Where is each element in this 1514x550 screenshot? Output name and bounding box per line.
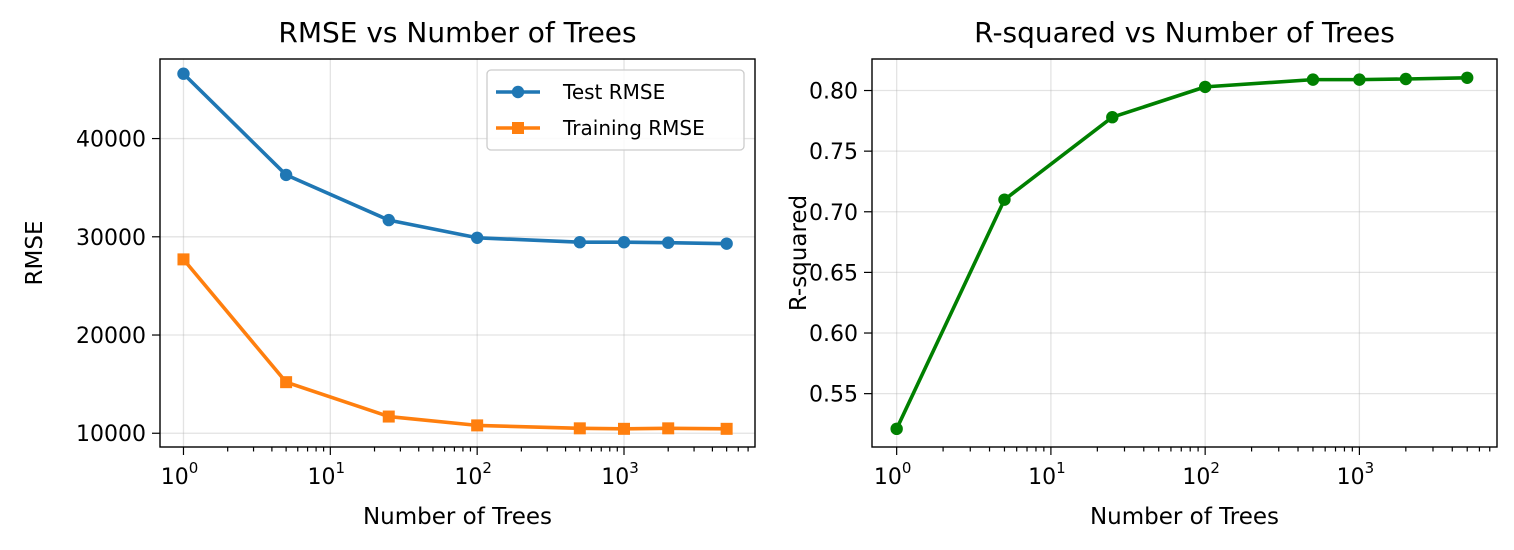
data-point-marker — [1461, 71, 1474, 84]
y-axis-label: RMSE — [22, 221, 48, 286]
x-tick-exponent: 0 — [189, 459, 199, 477]
series-line — [895, 75, 1468, 430]
data-point-marker — [720, 237, 733, 250]
data-point-marker — [280, 376, 293, 389]
y-tick-label: 30000 — [76, 226, 146, 251]
axes-frame — [159, 58, 756, 448]
x-tick-base: 10 — [601, 465, 629, 490]
y-tick-label: 0.80 — [809, 80, 858, 105]
legend: Test RMSE Training RMSE — [486, 69, 745, 151]
series-2 — [177, 253, 733, 435]
y-tick-label: 0.55 — [809, 383, 858, 408]
x-tick-exponent: 3 — [1365, 459, 1375, 477]
chart-panel-2: 100 101 102 1030.550.600.650.700.750.80R-sq… — [786, 16, 1498, 530]
data-point-marker — [662, 422, 675, 435]
legend-marker — [512, 122, 524, 134]
data-point-marker — [720, 422, 733, 435]
y-tick-label: 0.65 — [809, 261, 858, 286]
x-tick-exponent: 1 — [336, 459, 346, 477]
x-tick-label: 103 — [601, 459, 639, 490]
x-tick-exponent: 2 — [1210, 459, 1220, 477]
y-tick-label: 20000 — [76, 324, 146, 349]
data-point-marker — [471, 419, 484, 432]
y-axis-label: R-squared — [786, 195, 812, 311]
x-tick-exponent: 0 — [902, 459, 912, 477]
data-point-marker — [382, 213, 395, 227]
x-tick-label: 102 — [1182, 459, 1220, 490]
axes-frame — [871, 58, 1498, 448]
x-tick-label: 103 — [1337, 459, 1375, 490]
y-tick-label: 0.70 — [809, 201, 858, 226]
x-tick-label: 100 — [161, 459, 199, 490]
legend-label: Test RMSE — [562, 80, 665, 104]
y-tick-label: 40000 — [76, 128, 146, 153]
data-point-marker — [998, 193, 1011, 206]
y-tick-label: 10000 — [76, 422, 146, 447]
data-point-marker — [177, 253, 190, 266]
legend-marker — [511, 85, 525, 99]
x-axis-label: Number of Trees — [363, 504, 552, 530]
chart-title: R-squared vs Number of Trees — [974, 16, 1395, 49]
x-tick-exponent: 2 — [482, 459, 492, 477]
x-tick-base: 10 — [1337, 465, 1365, 490]
data-point-marker — [662, 236, 675, 249]
x-tick-base: 10 — [1182, 465, 1210, 490]
x-tick-exponent: 3 — [629, 459, 639, 477]
data-point-marker — [617, 235, 631, 249]
x-tick-base: 10 — [874, 465, 902, 490]
x-tick-base: 10 — [454, 465, 482, 490]
legend-entry: Test RMSE — [496, 80, 665, 104]
data-point-marker — [618, 422, 631, 435]
data-point-marker — [1106, 111, 1119, 124]
data-point-marker — [890, 422, 903, 436]
data-point-marker — [177, 67, 190, 80]
y-tick-label: 0.75 — [809, 140, 858, 165]
legend-box — [486, 69, 745, 151]
x-tick-label: 101 — [308, 459, 346, 490]
x-axis-label: Number of Trees — [1090, 504, 1279, 530]
data-point-marker — [1399, 72, 1413, 86]
x-tick-base: 10 — [161, 465, 189, 490]
y-tick-label: 0.60 — [809, 322, 858, 347]
series-line — [182, 258, 727, 431]
series-1 — [890, 71, 1474, 436]
data-point-marker — [1306, 73, 1320, 86]
legend-label: Training RMSE — [562, 116, 705, 140]
x-tick-base: 10 — [308, 465, 336, 490]
data-point-marker — [279, 168, 293, 182]
data-point-marker — [382, 410, 395, 423]
x-tick-base: 10 — [1028, 465, 1056, 490]
data-point-marker — [573, 235, 586, 249]
series-1 — [177, 67, 733, 250]
data-point-marker — [1353, 73, 1366, 86]
x-tick-label: 102 — [454, 459, 492, 490]
data-point-marker — [470, 231, 484, 244]
series-line — [182, 72, 727, 246]
data-point-marker — [573, 422, 586, 435]
x-tick-label: 100 — [874, 459, 912, 490]
chart-title: RMSE vs Number of Trees — [278, 16, 636, 49]
legend-entry: Training RMSE — [496, 116, 705, 140]
data-point-marker — [1198, 80, 1212, 94]
x-tick-label: 101 — [1028, 459, 1066, 490]
x-tick-exponent: 1 — [1056, 459, 1066, 477]
